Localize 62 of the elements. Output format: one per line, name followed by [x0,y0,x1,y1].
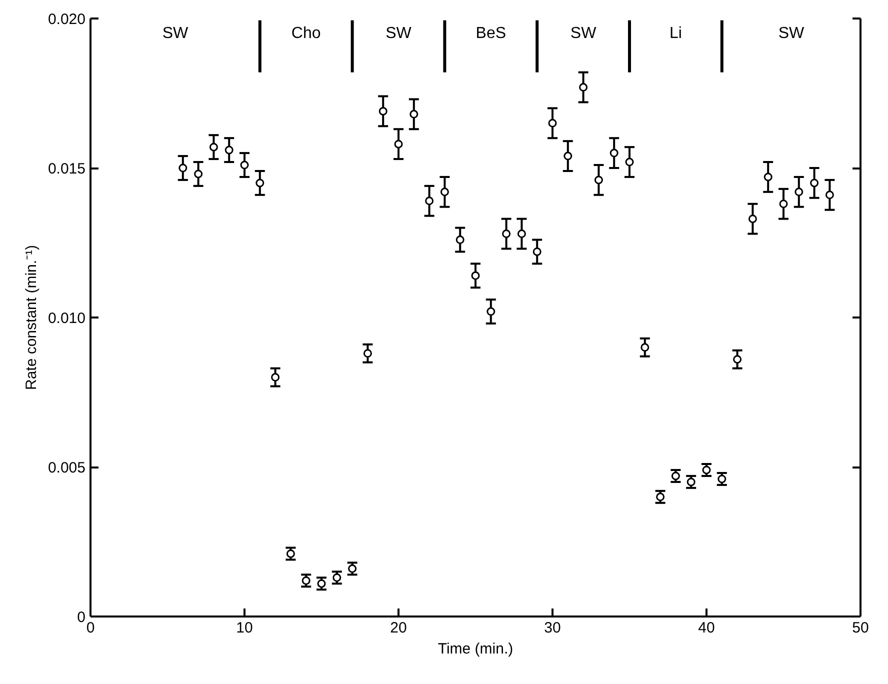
point [440,188,449,196]
point [810,178,819,188]
point [548,118,557,128]
point [471,271,480,280]
point [456,236,464,244]
point [302,576,310,585]
point [378,106,388,116]
point [394,140,403,148]
point [625,158,634,166]
point [718,474,726,484]
point [517,230,526,238]
point [594,176,603,184]
point [363,349,372,358]
point [640,343,650,352]
point [779,200,788,208]
point [686,478,696,486]
annotation: SW [570,24,598,42]
point [825,190,834,200]
point [486,307,496,316]
point [348,564,357,573]
y-tick-label: 0 [77,609,86,626]
point [256,178,264,188]
point [671,472,680,480]
point [286,549,295,558]
y-tick-label: 0.015 [48,160,86,178]
point [764,172,772,182]
annotation: SW [778,24,805,42]
x-tick-label: 30 [544,620,561,636]
point [610,148,618,158]
point [209,142,218,152]
annotation: Li [669,24,682,42]
point [564,152,572,160]
point [224,146,234,154]
x-tick-label: 10 [236,620,253,636]
point [317,579,326,588]
annotation: BeS [476,24,506,42]
point [332,573,342,582]
point [794,188,804,196]
point [178,164,188,172]
point [532,247,542,256]
point [748,214,757,224]
point [656,492,665,502]
point [410,110,418,118]
point [502,230,511,238]
point [579,83,588,92]
y-tick-label: 0.010 [48,310,86,327]
x-tick-label: 50 [852,620,869,636]
annotation: SW [386,24,412,42]
point [271,373,280,382]
point [194,170,203,178]
x-axis-title: Time (min.) [438,640,514,658]
annotation: SW [162,24,189,42]
point [702,466,711,474]
y-tick-label: 0.020 [48,11,86,28]
x-tick-label: 20 [390,620,407,636]
point [240,160,249,170]
annotation: Cho [291,24,321,42]
point [425,196,434,206]
x-tick-label: 40 [698,620,715,636]
point [733,355,742,364]
y-tick-label: 0.005 [48,460,86,476]
y-axis-title: Rate constant (min.⁻¹) [22,244,40,390]
